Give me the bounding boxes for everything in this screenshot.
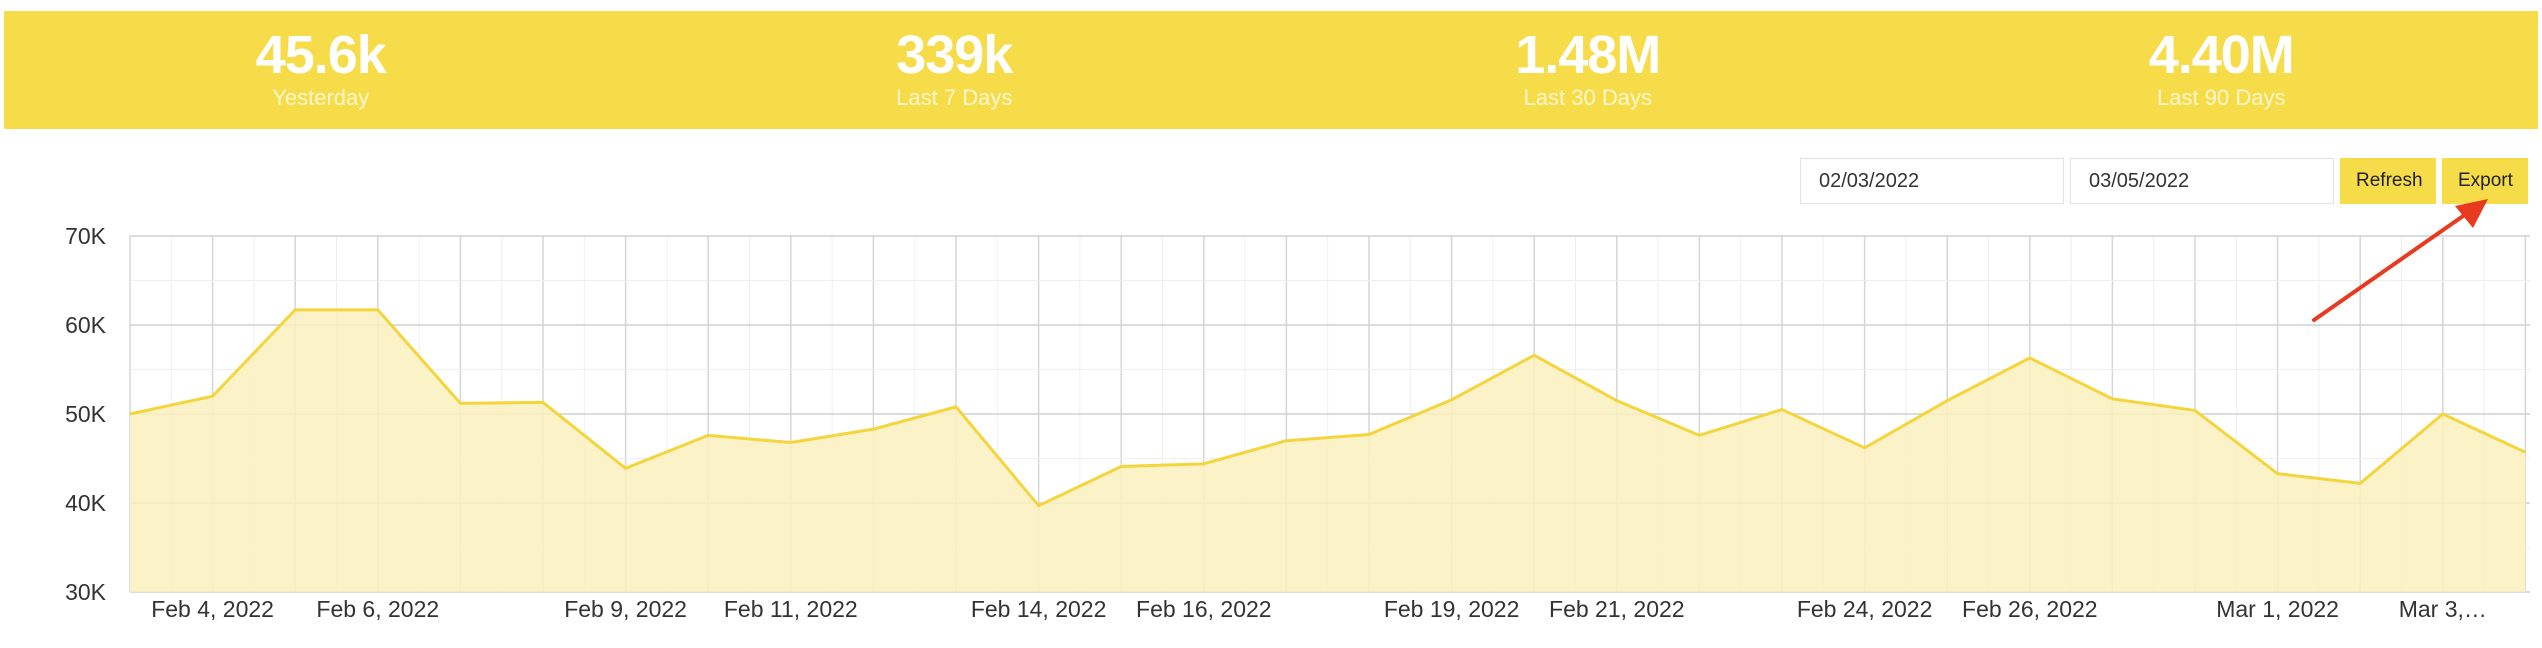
y-tick-label: 70K — [65, 223, 107, 249]
stat-value: 339k — [896, 25, 1013, 85]
y-tick-label: 40K — [65, 490, 107, 516]
x-tick-label: Feb 6, 2022 — [316, 596, 439, 622]
x-tick-label: Feb 26, 2022 — [1962, 596, 2098, 622]
stat-label: Last 7 Days — [896, 85, 1013, 110]
red-arrow-annotation — [2312, 199, 2488, 322]
x-tick-label: Feb 4, 2022 — [151, 596, 274, 622]
stat-value: 4.40M — [2148, 25, 2295, 85]
x-tick-label: Feb 16, 2022 — [1136, 596, 1272, 622]
stat-last-30-days: 1.48M Last 30 Days — [1271, 11, 1905, 129]
y-tick-label: 60K — [65, 312, 107, 338]
stats-banner: 45.6k Yesterday 339k Last 7 Days 1.48M L… — [4, 11, 2538, 129]
x-axis: Feb 4, 2022 Feb 6, 2022 Feb 9, 2022 Feb 11,… — [151, 596, 2487, 622]
arrow-line — [2312, 212, 2468, 322]
chart-controls: Refresh Export — [1800, 158, 2528, 204]
stat-last-90-days: 4.40M Last 90 Days — [1905, 11, 2539, 129]
x-tick-label: Mar 3,… — [2399, 596, 2487, 622]
x-tick-label: Mar 1, 2022 — [2216, 596, 2339, 622]
stat-label: Last 30 Days — [1523, 85, 1652, 110]
x-tick-label: Feb 11, 2022 — [724, 596, 858, 622]
x-tick-label: Feb 9, 2022 — [564, 596, 687, 622]
x-tick-label: Feb 14, 2022 — [971, 596, 1107, 622]
stat-last-7-days: 339k Last 7 Days — [638, 11, 1272, 129]
x-tick-label: Feb 19, 2022 — [1384, 596, 1520, 622]
series-area — [130, 309, 2526, 592]
y-tick-label: 50K — [65, 401, 107, 427]
stat-label: Yesterday — [272, 85, 370, 110]
x-tick-label: Feb 21, 2022 — [1549, 596, 1685, 622]
stat-label: Last 90 Days — [2157, 85, 2286, 110]
end-date-input[interactable] — [2070, 158, 2334, 204]
stat-yesterday: 45.6k Yesterday — [4, 11, 638, 129]
start-date-input[interactable] — [1800, 158, 2064, 204]
x-tick-label: Feb 24, 2022 — [1797, 596, 1933, 622]
arrow-head-icon — [2455, 199, 2488, 228]
stat-value: 1.48M — [1515, 25, 1661, 85]
stat-value: 45.6k — [255, 25, 387, 85]
refresh-button[interactable]: Refresh — [2340, 158, 2436, 204]
y-axis: 70K 60K 50K 40K 30K — [65, 223, 107, 605]
y-tick-label: 30K — [65, 579, 107, 605]
export-button[interactable]: Export — [2442, 158, 2528, 204]
series-line — [129, 308, 2527, 508]
